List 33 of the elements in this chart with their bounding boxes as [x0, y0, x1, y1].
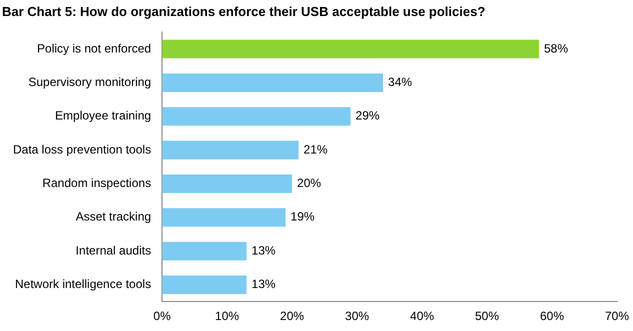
y-tick-label: Network intelligence tools [15, 277, 152, 292]
x-tick-label: 20% [280, 309, 304, 324]
data-label: 20% [297, 176, 322, 190]
x-tick-label: 70% [604, 309, 630, 324]
bar [162, 174, 292, 193]
bar [162, 208, 286, 227]
data-label: 29% [356, 108, 380, 123]
y-tick-label: Data loss prevention tools [13, 142, 152, 156]
y-tick-label: Supervisory monitoring [28, 75, 152, 90]
data-label: 13% [252, 277, 276, 292]
data-label: 13% [252, 243, 276, 258]
y-tick-label: Policy is not enforced [37, 41, 152, 56]
bar [162, 107, 351, 126]
bar [162, 242, 247, 260]
x-tick-label: 30% [345, 309, 370, 324]
bar [162, 73, 384, 92]
y-tick-label: Asset tracking [76, 210, 152, 224]
x-tick-label: 0% [153, 309, 172, 324]
bar [162, 40, 540, 58]
x-tick-label: 10% [215, 309, 240, 324]
y-tick-label: Random inspections [42, 176, 152, 190]
data-label: 34% [388, 75, 412, 90]
y-tick-label: Employee training [55, 108, 152, 123]
x-tick-label: 60% [540, 309, 564, 324]
data-label: 21% [304, 142, 328, 156]
data-label: 58% [544, 41, 568, 56]
x-tick-label: 50% [475, 309, 500, 324]
data-label: 19% [290, 210, 315, 224]
bar [162, 140, 299, 160]
chart-title: Bar Chart 5: How do organizations enforce their USB acceptable use policies? [1, 3, 486, 21]
y-tick-label: Internal audits [76, 243, 152, 258]
x-tick-label: 40% [410, 309, 434, 324]
bar [162, 276, 247, 294]
